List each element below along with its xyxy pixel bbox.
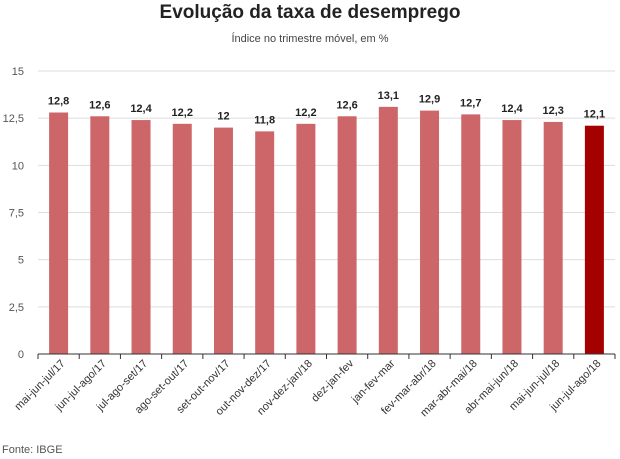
bar bbox=[255, 131, 275, 354]
data-label: 12,9 bbox=[419, 94, 440, 106]
bar bbox=[502, 120, 522, 354]
data-label: 12,8 bbox=[48, 96, 69, 108]
bar bbox=[172, 123, 192, 355]
data-label: 12,1 bbox=[584, 109, 605, 121]
data-label: 12,3 bbox=[542, 105, 563, 117]
bar bbox=[420, 110, 440, 355]
bar bbox=[461, 114, 481, 354]
y-tick-label: 10 bbox=[12, 160, 24, 172]
data-label: 12,6 bbox=[336, 99, 357, 111]
data-label: 12,4 bbox=[130, 103, 152, 115]
bar bbox=[131, 120, 151, 354]
y-tick-label: 2,5 bbox=[9, 302, 24, 314]
bar bbox=[543, 121, 563, 354]
data-label: 12,7 bbox=[460, 97, 481, 109]
y-tick-label: 7,5 bbox=[9, 208, 24, 220]
data-label: 12,2 bbox=[172, 107, 193, 119]
y-tick-label: 5 bbox=[18, 255, 24, 267]
bar bbox=[49, 112, 69, 354]
y-tick-label: 15 bbox=[12, 66, 24, 78]
data-label: 11,8 bbox=[254, 114, 275, 126]
bar bbox=[296, 123, 316, 355]
y-tick-label: 12,5 bbox=[3, 113, 24, 125]
bar bbox=[90, 116, 110, 354]
bar bbox=[584, 125, 604, 354]
chart-title: Evolução da taxa de desemprego bbox=[159, 2, 461, 23]
bar bbox=[337, 116, 357, 354]
chart-subtitle: Índice no trimestre móvel, em % bbox=[231, 33, 389, 45]
bar bbox=[378, 106, 398, 354]
data-label: 12,2 bbox=[295, 107, 316, 119]
data-label: 13,1 bbox=[378, 90, 399, 102]
data-label: 12,6 bbox=[89, 99, 110, 111]
data-label: 12,4 bbox=[501, 103, 523, 115]
bar bbox=[213, 127, 233, 354]
data-label: 12 bbox=[217, 111, 229, 123]
source-note: Fonte: IBGE bbox=[2, 444, 63, 456]
y-tick-label: 0 bbox=[18, 349, 24, 361]
